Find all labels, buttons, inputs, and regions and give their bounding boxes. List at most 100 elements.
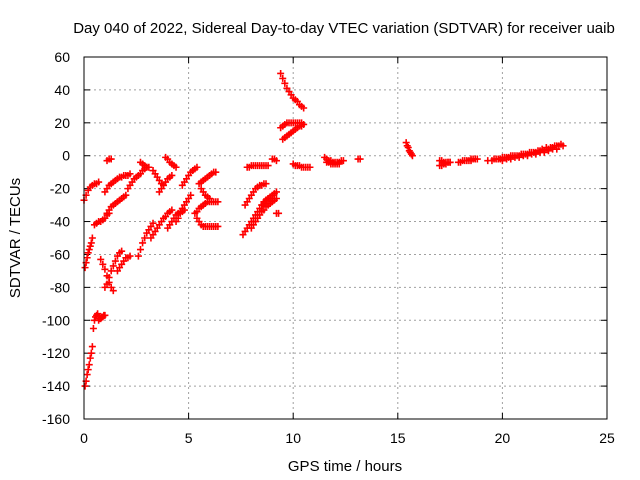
y-tick-label: 0	[62, 148, 70, 164]
data-point	[335, 160, 343, 168]
data-point	[300, 104, 308, 112]
series-arc-39	[354, 155, 364, 163]
data-point	[149, 219, 157, 227]
data-point	[101, 265, 109, 273]
series-arc-36	[289, 160, 314, 171]
data-point	[168, 206, 176, 214]
data-point	[275, 209, 283, 217]
y-tick-label: 20	[54, 115, 70, 131]
data-point	[126, 252, 134, 260]
x-tick-label: 20	[495, 430, 511, 446]
series-arc-15	[147, 206, 176, 242]
data-point	[532, 150, 540, 158]
data-point	[145, 163, 153, 171]
data-point	[544, 147, 552, 155]
y-tick-label: 60	[54, 49, 70, 65]
data-point	[524, 152, 532, 160]
data-point	[214, 198, 222, 206]
series-arc-32	[272, 209, 283, 217]
data-point	[553, 145, 561, 153]
data-point	[264, 162, 272, 170]
series-arc-30	[258, 188, 280, 209]
series-arc-4	[90, 209, 113, 229]
data-point	[176, 209, 184, 217]
x-tick-label: 10	[285, 430, 301, 446]
y-tick-label: 40	[54, 82, 70, 98]
series-arc-14	[136, 158, 153, 171]
series-arc-28	[243, 162, 272, 171]
data-point	[87, 349, 95, 357]
data-point	[272, 195, 280, 203]
y-tick-label: -120	[42, 345, 70, 361]
x-tick-label: 25	[599, 430, 615, 446]
data-point	[306, 163, 314, 171]
data-point	[446, 158, 454, 166]
data-point	[107, 267, 115, 275]
series-arc-23	[195, 168, 220, 188]
series-arc-8	[103, 191, 130, 217]
data-point	[109, 262, 117, 270]
data-points	[80, 69, 567, 390]
series-arc-35	[279, 120, 308, 143]
series-arc-27	[241, 180, 270, 209]
data-point	[81, 382, 89, 390]
data-point	[557, 140, 565, 148]
data-point	[118, 247, 126, 255]
y-tick-label: -160	[42, 411, 70, 427]
data-point	[300, 120, 308, 128]
data-point	[89, 325, 97, 332]
data-point	[356, 155, 364, 163]
data-point	[87, 239, 95, 247]
series-arc-5	[95, 311, 109, 324]
data-point	[206, 195, 214, 203]
data-point	[111, 257, 119, 265]
data-point	[81, 264, 89, 272]
data-point	[141, 234, 149, 242]
y-tick-label: -100	[42, 312, 70, 328]
series-arc-18	[162, 153, 180, 171]
data-point	[193, 163, 201, 171]
data-point	[86, 242, 94, 250]
series-arc-33	[277, 69, 308, 112]
series-arc-22	[193, 214, 222, 230]
series-arc-25	[197, 185, 214, 203]
grid	[84, 57, 607, 419]
series-arc-2	[81, 234, 96, 272]
data-point	[88, 234, 96, 242]
data-point	[86, 354, 94, 362]
data-point	[281, 79, 289, 87]
data-point	[473, 155, 481, 163]
x-axis-label: GPS time / hours	[288, 458, 402, 475]
series-arc-10	[103, 155, 115, 165]
x-tick-label: 0	[80, 430, 88, 446]
data-point	[101, 311, 109, 319]
data-point	[187, 191, 195, 199]
data-point	[339, 157, 347, 165]
series-arc-20	[172, 191, 195, 226]
series-arc-47	[498, 145, 561, 165]
data-point	[105, 273, 113, 281]
data-point	[272, 188, 280, 196]
data-point	[272, 157, 280, 165]
data-point	[103, 280, 111, 288]
axis-ticks: 0 5 10 15 20 25 -160 -140 -120 -100 -80 -60 -40 -20 0 2…	[42, 49, 615, 446]
data-point	[402, 139, 410, 147]
data-point	[109, 287, 117, 295]
y-tick-label: -40	[50, 214, 70, 230]
data-point	[122, 191, 130, 199]
data-point	[168, 171, 176, 179]
series-arc-1	[81, 310, 102, 390]
series-arc-13	[134, 219, 157, 260]
data-point	[277, 69, 285, 77]
data-point	[88, 343, 96, 351]
y-tick-label: -140	[42, 378, 70, 394]
data-point	[85, 246, 93, 254]
data-point	[172, 163, 180, 171]
chart-title: Day 040 of 2022, Sidereal Day-to-day VTE…	[73, 20, 615, 37]
data-point	[408, 152, 416, 160]
data-point	[139, 239, 147, 247]
data-point	[507, 155, 515, 163]
series-arc-11	[113, 252, 134, 275]
data-point	[84, 366, 92, 374]
